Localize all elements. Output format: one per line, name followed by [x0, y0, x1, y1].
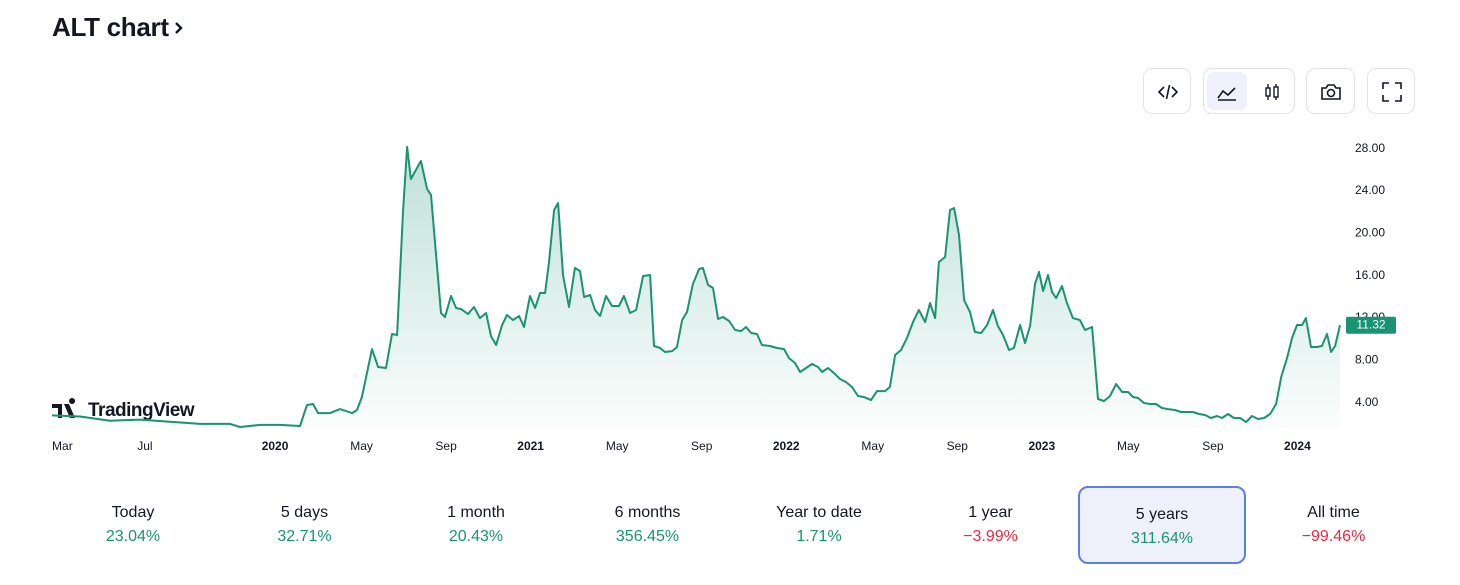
- y-tick-label: 20.00: [1355, 226, 1385, 240]
- x-tick-label: May: [1117, 439, 1140, 453]
- period-button[interactable]: 1 year −3.99%: [907, 486, 1075, 564]
- x-tick-label: Sep: [691, 439, 713, 453]
- period-change: 20.43%: [448, 528, 504, 545]
- x-tick-label: Sep: [435, 439, 457, 453]
- period-change: 32.71%: [277, 528, 332, 545]
- period-button[interactable]: 5 days 32.71%: [221, 486, 389, 564]
- title-text: ALT chart: [52, 12, 169, 42]
- area-fill: [52, 146, 1340, 429]
- camera-icon: [1321, 84, 1341, 100]
- period-change: 23.04%: [105, 528, 161, 545]
- x-tick-label: Jul: [137, 439, 152, 453]
- x-tick-label: Mar: [52, 439, 73, 453]
- x-tick-label: May: [861, 439, 884, 453]
- period-label: Today: [111, 504, 155, 521]
- embed-button[interactable]: [1143, 68, 1191, 114]
- period-change: 1.71%: [796, 528, 842, 545]
- chevron: [174, 21, 183, 34]
- x-tick-label: May: [350, 439, 373, 453]
- x-tick-label: 2021: [517, 439, 544, 453]
- area-button[interactable]: [1207, 72, 1247, 110]
- period-button[interactable]: Year to date 1.71%: [735, 486, 903, 564]
- period-change: 311.64%: [1131, 530, 1193, 547]
- y-tick-label: 4.00: [1355, 395, 1379, 409]
- y-tick-label: 16.00: [1355, 268, 1385, 282]
- period-change: −99.46%: [1301, 528, 1366, 545]
- y-tick-label: 28.00: [1355, 141, 1385, 155]
- period-label: 5 days: [280, 504, 329, 521]
- x-tick-label: 2024: [1284, 439, 1311, 453]
- x-tick-label: 2023: [1028, 439, 1055, 453]
- watermark: TradingView: [52, 398, 195, 421]
- period-button[interactable]: 6 months 356.45%: [564, 486, 732, 564]
- period-button[interactable]: 5 years 311.64%: [1078, 486, 1246, 564]
- x-tick-label: 2022: [773, 439, 800, 453]
- x-tick-label: 2020: [262, 439, 289, 453]
- period-button[interactable]: All time −99.46%: [1250, 486, 1418, 564]
- candle-icon[interactable]: [1260, 80, 1284, 104]
- period-button[interactable]: Today 23.04%: [49, 486, 217, 564]
- period-change: 356.45%: [615, 528, 680, 545]
- watermark-text: TradingView: [88, 400, 195, 421]
- price-line: [51, 145, 1341, 428]
- code-icon: [1157, 84, 1179, 100]
- period-label: All time: [1307, 504, 1360, 521]
- y-tick-label: 24.00: [1355, 183, 1385, 197]
- fullscreen-icon: [1382, 82, 1402, 102]
- period-label: Year to date: [776, 504, 862, 521]
- y-tick-label: 8.00: [1355, 353, 1379, 367]
- period-label: 6 months: [614, 504, 681, 521]
- period-label: 1 year: [968, 504, 1013, 521]
- title[interactable]: ALT chart: [52, 12, 185, 43]
- period-label: 1 month: [447, 504, 505, 521]
- x-tick-label: May: [606, 439, 629, 453]
- x-tick-label: Sep: [947, 439, 969, 453]
- chart-type-group: [1203, 68, 1295, 114]
- chart: TradingView 4.008.0012.0016.0020.0024.00…: [51, 141, 1396, 453]
- x-tick-label: Sep: [1202, 439, 1224, 453]
- last-price-label: 11.32: [1356, 317, 1385, 331]
- period-change: −3.99%: [963, 528, 1018, 545]
- snapshot-button[interactable]: [1306, 68, 1355, 114]
- fullscreen-button[interactable]: [1367, 68, 1415, 114]
- area-icon: [1217, 87, 1236, 101]
- last-price-badge: [1346, 316, 1396, 334]
- period-button[interactable]: 1 month 20.43%: [392, 486, 560, 564]
- period-label: 5 years: [1135, 506, 1189, 523]
